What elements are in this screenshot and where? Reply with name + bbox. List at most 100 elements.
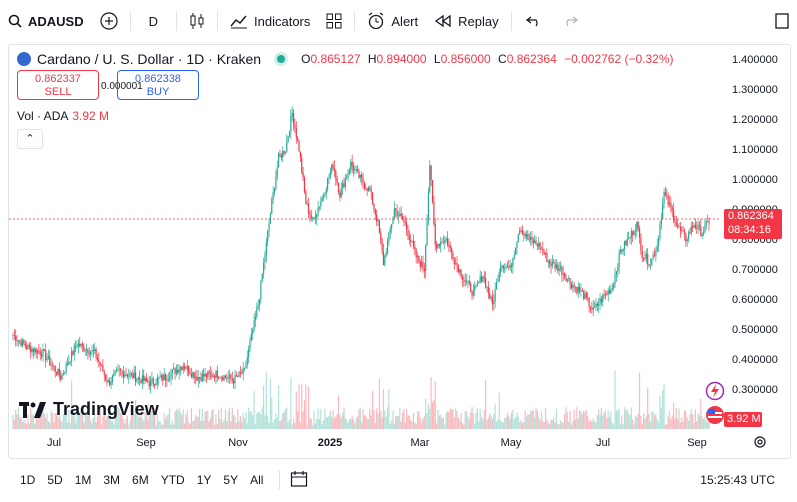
candle-body (608, 290, 611, 294)
range-button-5d[interactable]: 5D (47, 473, 63, 487)
volume-bar (459, 420, 461, 429)
candle-body (399, 213, 401, 216)
interval-button[interactable]: D (135, 0, 172, 42)
candle-body (529, 236, 532, 240)
volume-bar (130, 413, 133, 429)
alert-button[interactable]: Alert (359, 0, 426, 42)
volume-bar (68, 410, 70, 429)
candle-body (485, 278, 487, 288)
candle-body (43, 349, 45, 351)
candle-body (524, 233, 526, 237)
volume-bar (377, 413, 379, 429)
candle-body (546, 252, 548, 263)
volume-bar (148, 410, 150, 429)
volume-bar (600, 407, 602, 429)
volume-bar (440, 414, 442, 429)
volume-bar (514, 416, 517, 429)
candle-body (166, 379, 168, 381)
range-button-1m[interactable]: 1M (74, 473, 92, 487)
candle-body (668, 202, 671, 205)
range-button-all[interactable]: All (250, 473, 264, 487)
candle-body (476, 283, 479, 285)
volume-bar (645, 414, 647, 429)
symbol-search[interactable]: ADAUSD (0, 0, 92, 42)
indicators-button[interactable]: Indicators (222, 0, 318, 42)
volume-bar (625, 410, 627, 429)
chart-pane[interactable]: Cardano / U. S. Dollar · 1D · Kraken O0.… (8, 44, 791, 459)
volume-bar (15, 409, 17, 429)
volume-bar (179, 411, 182, 429)
ai-assistant-icon[interactable] (705, 381, 725, 406)
compare-button[interactable] (92, 0, 126, 42)
volume-bar (425, 398, 427, 429)
buy-button[interactable]: 0.862338 BUY (117, 70, 199, 100)
volume-bar (237, 409, 239, 429)
undo-button[interactable] (516, 0, 552, 42)
volume-bar (555, 408, 558, 429)
price-axis-label: 1.200000 (732, 114, 778, 126)
candle-body (347, 172, 349, 178)
volume-bar (110, 420, 112, 429)
date-range-button[interactable] (290, 470, 308, 491)
volume-bar (521, 422, 524, 429)
sell-button[interactable]: 0.862337 SELL (17, 70, 99, 100)
candle-body (625, 240, 627, 246)
candle-body (200, 377, 202, 381)
range-button-1y[interactable]: 1Y (196, 473, 212, 487)
range-button-ytd[interactable]: YTD (160, 473, 185, 487)
candle-body (453, 259, 455, 265)
candle-body (343, 183, 345, 187)
range-button-5y[interactable]: 5Y (223, 473, 239, 487)
chart-type-button[interactable] (181, 0, 213, 42)
replay-button[interactable]: Replay (426, 0, 506, 42)
candle-body (51, 364, 54, 366)
tradingview-watermark[interactable]: TradingView (19, 399, 159, 420)
volume-bar (34, 423, 36, 429)
candle-body (645, 254, 647, 259)
range-button-6m[interactable]: 6M (132, 473, 149, 487)
fullscreen-button[interactable] (767, 0, 797, 42)
volume-bar (87, 415, 89, 429)
volume-bar (170, 424, 172, 429)
time-axis[interactable]: Jul Sep Nov 2025 Mar May Jul Sep (9, 431, 719, 457)
candle-body (446, 238, 449, 245)
utc-clock[interactable]: 15:25:43 UTC (700, 473, 775, 487)
volume-bar (516, 412, 518, 429)
us-flag-icon[interactable] (705, 405, 725, 430)
chart-title[interactable]: Cardano / U. S. Dollar · 1D · Kraken (37, 51, 262, 67)
settings-gear-icon[interactable] (753, 435, 767, 454)
candle-body (689, 232, 691, 234)
volume-bar (324, 408, 326, 429)
candle-body (626, 238, 628, 246)
volume-bar (550, 419, 552, 429)
volume-bar (448, 412, 450, 429)
volume-bar (45, 417, 47, 429)
volume-bar (483, 410, 485, 429)
candle-body (302, 172, 304, 178)
candle-body (422, 261, 424, 269)
candle-body (336, 178, 338, 183)
range-button-1d[interactable]: 1D (20, 473, 36, 487)
volume-bar (36, 412, 39, 429)
volume-bar (99, 407, 101, 429)
volume-badge: 3.92 M (724, 412, 762, 427)
candle-body (573, 285, 575, 287)
volume-bar (51, 412, 54, 429)
price-axis[interactable]: 1.400000 1.300000 1.200000 1.100000 1.000000… (705, 45, 790, 458)
volume-bar (602, 415, 604, 429)
layouts-button[interactable] (318, 0, 350, 42)
candle-body (393, 208, 395, 218)
volume-bar (94, 413, 96, 429)
high-value: 0.894000 (376, 52, 427, 66)
collapse-legend-button[interactable]: ⌃ (17, 129, 43, 149)
volume-bar (83, 422, 85, 429)
volume-bar (611, 422, 613, 429)
redo-button[interactable] (552, 0, 588, 42)
volume-bar (242, 413, 244, 429)
range-button-3m[interactable]: 3M (103, 473, 121, 487)
volume-legend[interactable]: Vol · ADA 3.92 M (17, 109, 109, 123)
candle-body (632, 230, 634, 236)
candle-body (692, 226, 694, 228)
candlestick-chart[interactable] (9, 45, 719, 431)
candle-body (707, 221, 709, 222)
